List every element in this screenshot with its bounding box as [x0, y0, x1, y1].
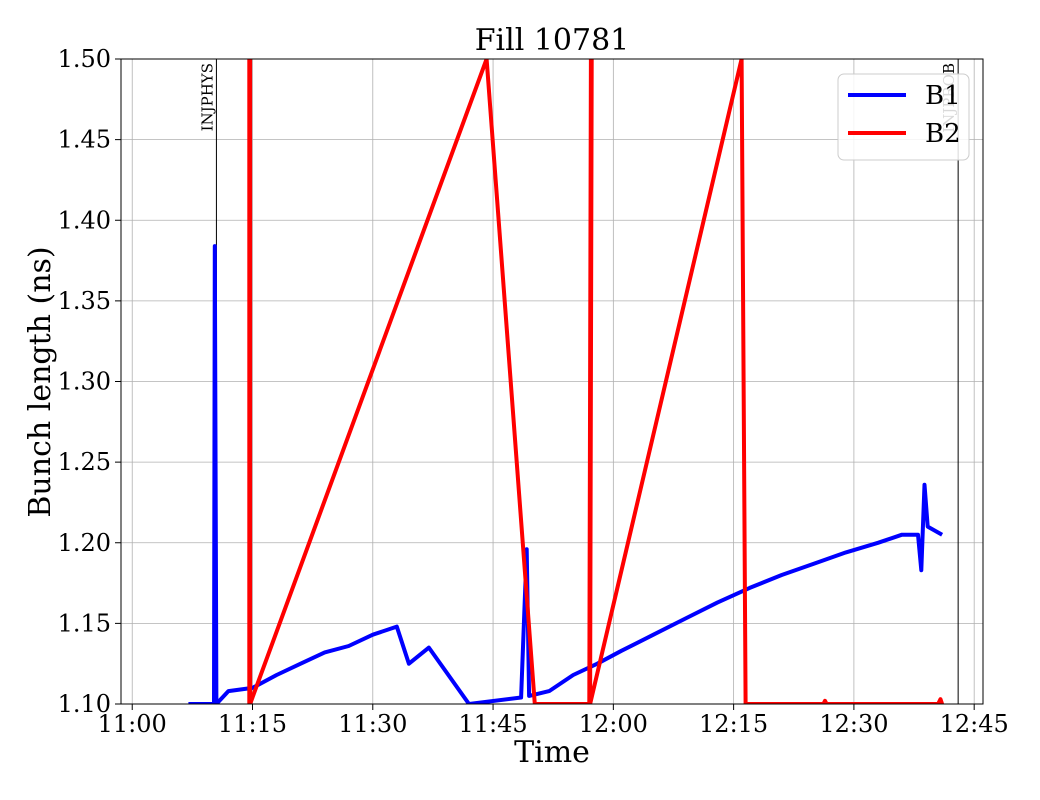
- x-tick-label: 11:30: [338, 710, 407, 738]
- legend: B1 B2: [837, 73, 970, 161]
- x-tick-label: 12:15: [699, 710, 768, 738]
- x-axis-ticks: 11:00 11:15 11:30 11:45 12:00 12:15 12:30 12:45: [98, 704, 1009, 738]
- series-line-b1: [188, 244, 944, 704]
- y-tick-label: 1.20: [58, 529, 111, 557]
- chart-title: Fill 10781: [475, 23, 630, 58]
- y-axis-ticks: 1.10 1.15 1.20 1.25 1.30 1.35 1.40 1.45 1.50: [58, 45, 121, 718]
- y-tick-label: 1.45: [58, 126, 111, 154]
- data-series: [188, 59, 944, 704]
- x-tick-label: 12:45: [940, 710, 1009, 738]
- y-tick-label: 1.25: [58, 448, 111, 476]
- legend-b2-label: B2: [925, 119, 961, 149]
- y-tick-label: 1.10: [58, 690, 111, 718]
- y-tick-label: 1.35: [58, 287, 111, 315]
- y-tick-label: 1.30: [58, 368, 111, 396]
- x-axis-label: Time: [514, 735, 590, 770]
- x-tick-label: 12:00: [579, 710, 648, 738]
- y-tick-label: 1.40: [58, 206, 111, 234]
- x-tick-label: 11:15: [218, 710, 287, 738]
- x-tick-label: 11:00: [98, 710, 167, 738]
- y-axis-label: Bunch length (ns): [23, 246, 58, 517]
- legend-b1-label: B1: [925, 81, 961, 111]
- y-tick-label: 1.50: [58, 45, 111, 73]
- x-tick-label: 12:30: [819, 710, 888, 738]
- x-tick-label: 11:45: [458, 710, 527, 738]
- event-label: INJPHYS: [198, 63, 216, 131]
- series-line-b2: [247, 59, 944, 704]
- y-tick-label: 1.15: [58, 609, 111, 637]
